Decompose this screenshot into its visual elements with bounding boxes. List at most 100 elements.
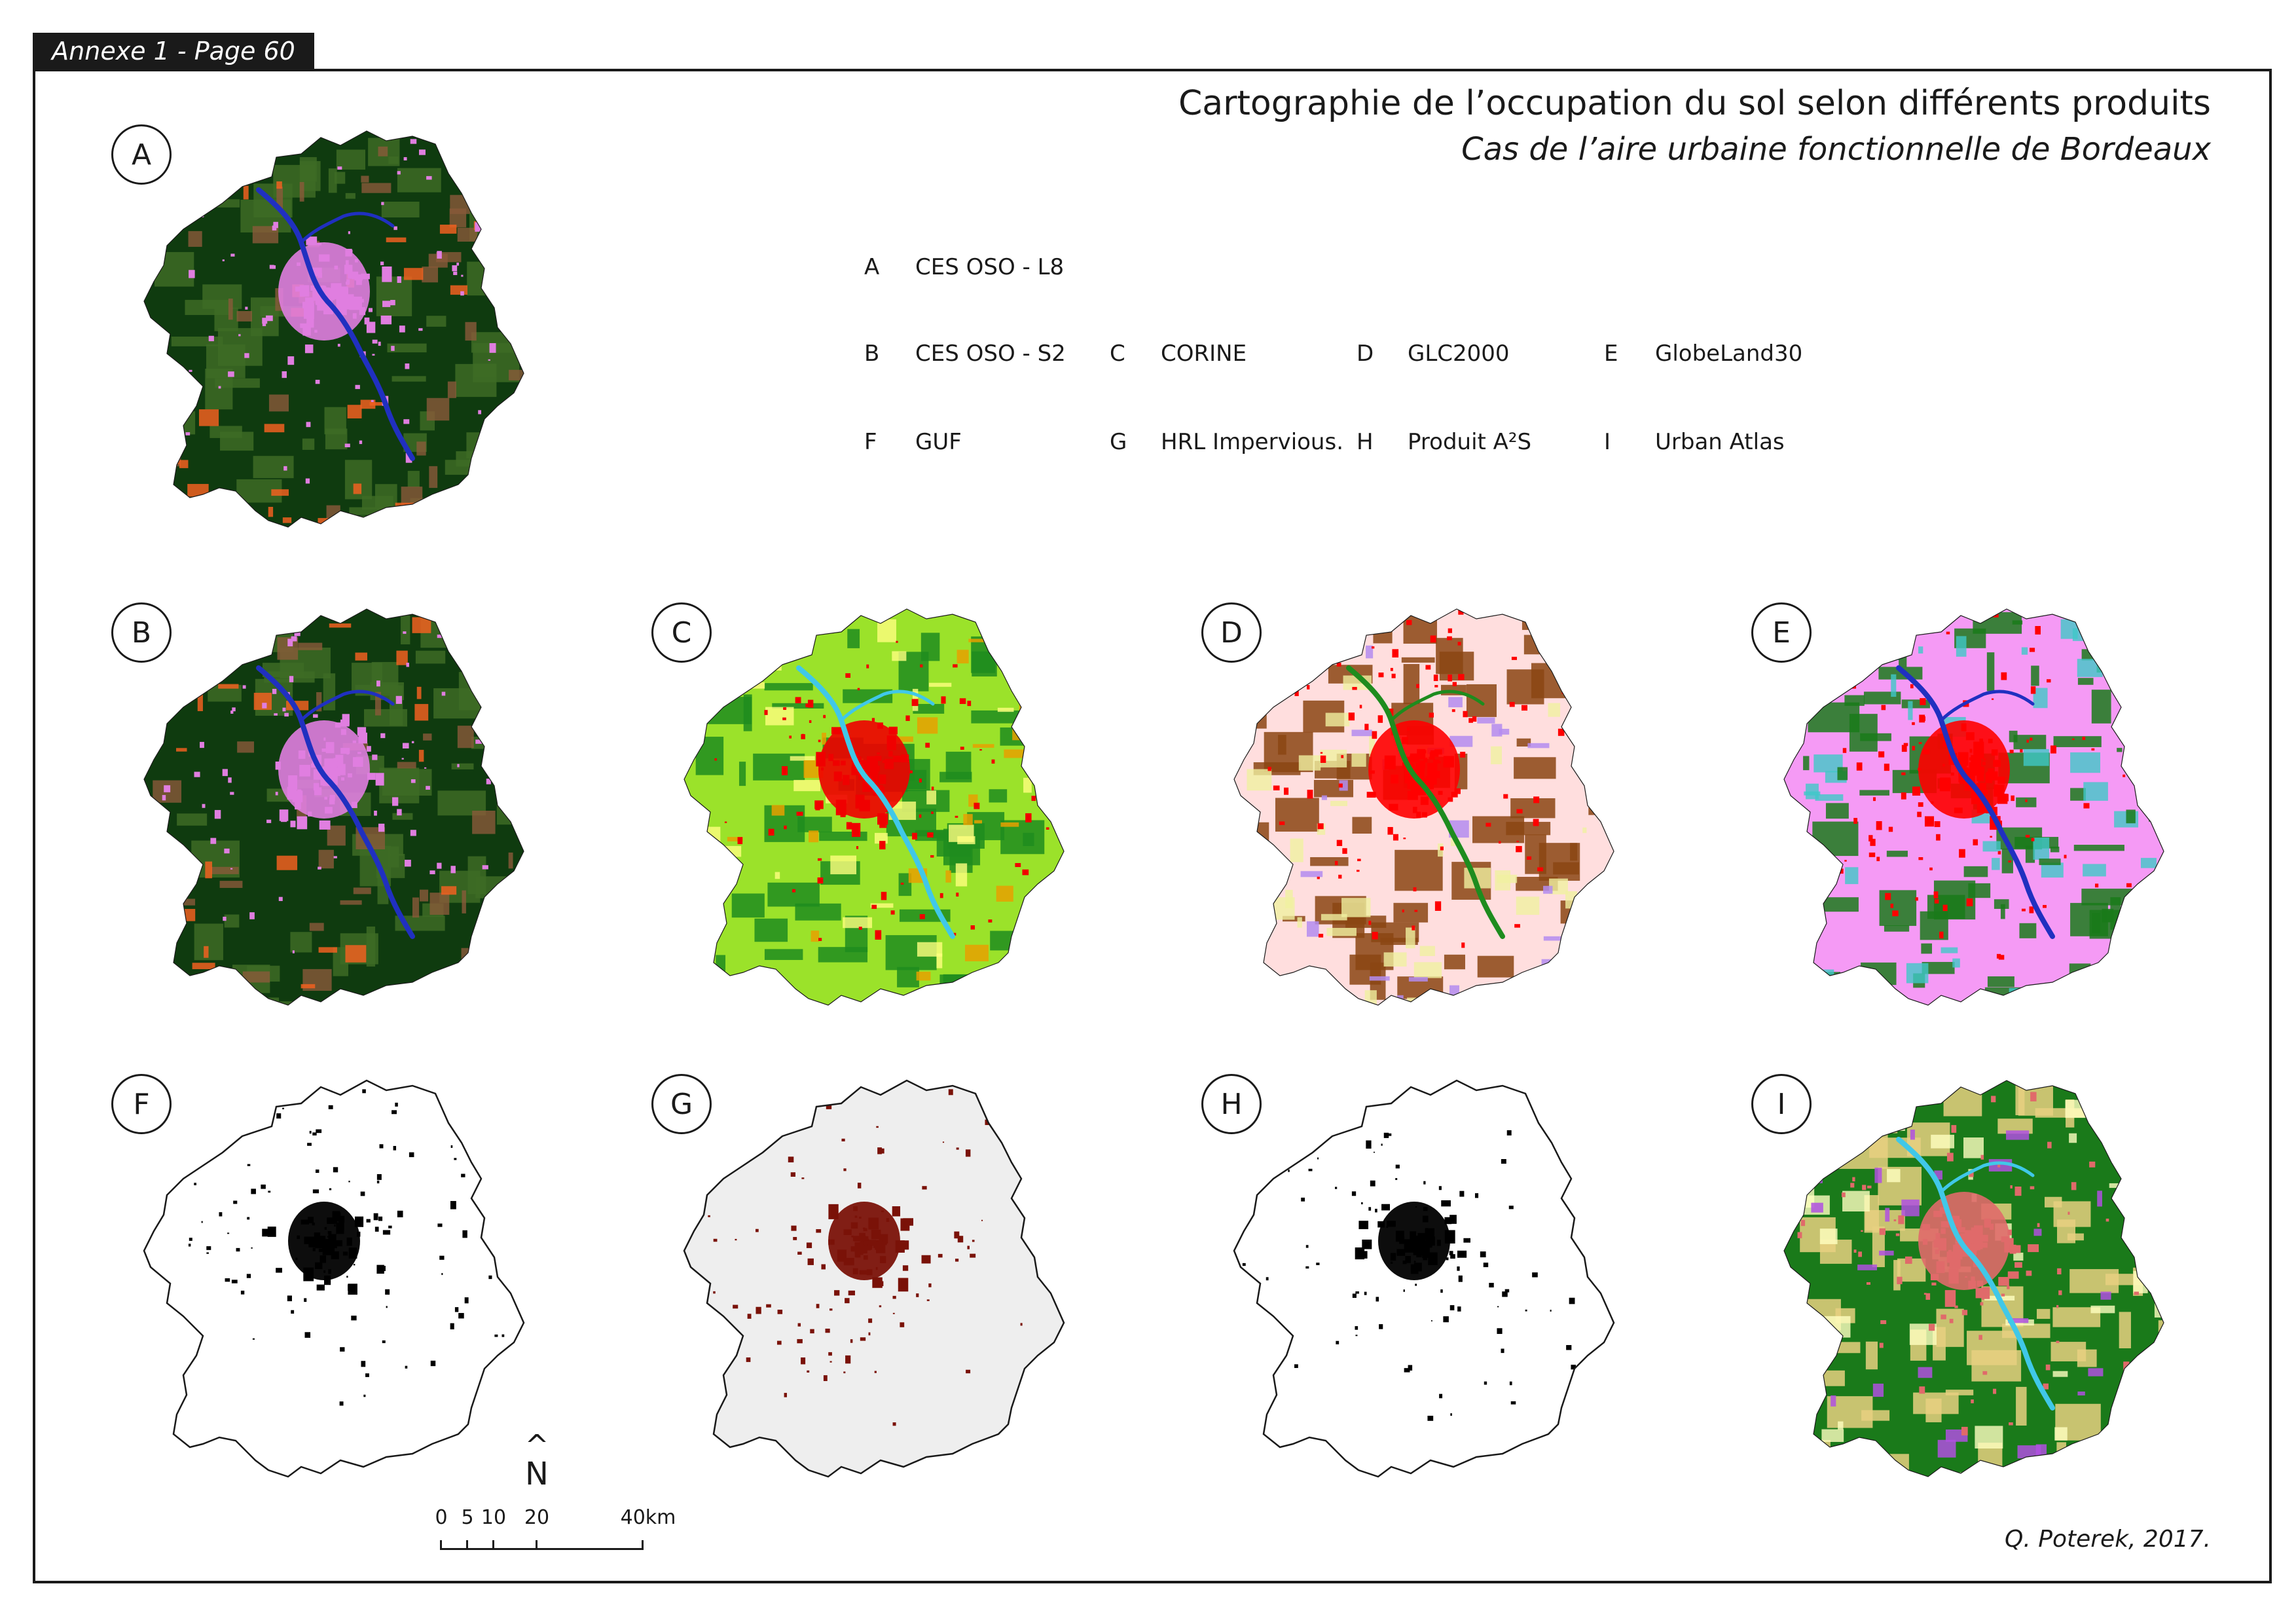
map-patch [1523, 635, 1564, 655]
urban-patch [1928, 1323, 1935, 1331]
map-patch [2160, 1308, 2164, 1315]
urban-patch [334, 1224, 336, 1227]
urban-patch [879, 841, 886, 850]
map-patch [1803, 756, 1810, 771]
map-patch [499, 654, 524, 684]
urban-patch [857, 1183, 862, 1189]
river [839, 690, 935, 722]
map-patch [149, 238, 160, 257]
urban-patch [2058, 1290, 2062, 1295]
urban-patch [901, 754, 909, 763]
urban-patch [453, 271, 458, 276]
urban-patch [1393, 834, 1398, 841]
urban-patch [402, 743, 409, 748]
urban-patch [337, 1212, 341, 1218]
map-patch [1910, 1130, 1915, 1140]
map-patch [361, 183, 392, 193]
map-patch [974, 820, 983, 824]
urban-patch [1569, 1187, 1575, 1192]
urban-patch [1451, 709, 1455, 712]
urban-patch [1025, 813, 1032, 822]
urban-patch [340, 1347, 345, 1352]
urban-patch [879, 1256, 886, 1263]
map-patch [147, 731, 153, 743]
urban-patch [184, 688, 187, 692]
urban-patch [1301, 1197, 1305, 1202]
map-patch [1237, 699, 1244, 737]
map-patch [181, 411, 196, 435]
urban-patch [1842, 748, 1847, 753]
map-patch [2107, 650, 2136, 673]
urban-patch [230, 792, 234, 795]
north-arrow: ^ N [517, 1431, 556, 1505]
urban-patch [1436, 1240, 1441, 1246]
urban-patch [354, 274, 363, 281]
urban-patch [879, 821, 887, 828]
urban-patch [2031, 838, 2035, 841]
urban-patch [1271, 684, 1275, 688]
urban-patch [872, 1277, 883, 1288]
urban-patch [437, 1223, 443, 1227]
urban-patch [874, 1371, 877, 1373]
urban-patch [363, 1394, 366, 1397]
map-patch [2077, 1392, 2085, 1395]
map-patch [414, 704, 429, 721]
map-patch [822, 732, 826, 745]
urban-patch [450, 866, 456, 874]
urban-patch [274, 713, 278, 716]
urban-patch [1977, 770, 1984, 779]
urban-patch [149, 1159, 152, 1162]
urban-patch [1898, 1215, 1904, 1225]
urban-patch [484, 1182, 486, 1183]
urban-patch [1413, 887, 1417, 892]
urban-patch [202, 803, 206, 808]
urban-patch [393, 226, 397, 231]
map-patch [486, 506, 524, 527]
urban-patch [488, 1275, 492, 1280]
urban-patch [1973, 741, 1984, 758]
map-patch [2081, 889, 2134, 906]
urban-patch [817, 877, 824, 884]
urban-patch [1484, 1381, 1487, 1385]
urban-patch [475, 739, 483, 744]
urban-patch [1366, 792, 1376, 798]
urban-patch [883, 1246, 885, 1248]
map-patch [1808, 1440, 1831, 1456]
urban-patch [379, 1144, 384, 1149]
map-patch [1419, 946, 1435, 956]
map-patch [917, 717, 938, 734]
urban-patch [1852, 1177, 1855, 1182]
map-patch [1861, 962, 1897, 986]
urban-patch [247, 1164, 251, 1166]
map-patch [374, 484, 397, 509]
urban-patch [352, 740, 356, 743]
urban-patch [2083, 803, 2090, 809]
urban-patch [724, 821, 727, 823]
urban-patch [2007, 1271, 2019, 1279]
urban-patch [353, 757, 363, 767]
map-patch [990, 931, 1026, 951]
map-panel-a: A [105, 118, 576, 563]
map-patch [1007, 631, 1023, 640]
map-patch [1366, 645, 1374, 659]
urban-patch [374, 1227, 379, 1232]
urban-patch [1438, 761, 1441, 764]
map-patch [242, 971, 270, 983]
map-patch [1925, 1398, 1942, 1422]
urban-patch [742, 1145, 748, 1149]
map-patch [334, 172, 346, 184]
urban-patch [1407, 782, 1412, 789]
river [1896, 1137, 2055, 1411]
urban-patch [236, 1247, 240, 1252]
urban-patch [836, 614, 841, 619]
urban-patch [488, 1192, 492, 1198]
urban-patch [954, 1231, 960, 1239]
map-patch [2126, 809, 2136, 824]
map-patch [1499, 728, 1510, 735]
scale-label: 20 [524, 1506, 550, 1529]
urban-patch [817, 858, 822, 861]
urban-patch [909, 770, 913, 773]
map-patch [228, 510, 233, 527]
urban-patch [1497, 1328, 1503, 1335]
map-patch [420, 889, 429, 902]
